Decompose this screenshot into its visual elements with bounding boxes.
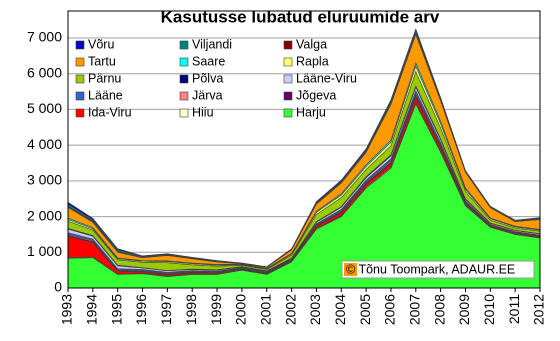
legend-swatch (283, 57, 293, 67)
x-tick-label: 1996 (133, 294, 149, 325)
y-tick-label: 1 000 (27, 243, 62, 259)
legend-label: Rapla (296, 54, 329, 68)
plot-frame (67, 10, 541, 289)
legend-label: Ida-Viru (88, 105, 132, 119)
x-tick-label: 1997 (158, 294, 174, 325)
y-tick-label: 4 000 (27, 136, 62, 152)
legend-swatch (75, 74, 85, 84)
x-tick-label: 1995 (108, 294, 124, 325)
legend-label: Viljandi (192, 37, 232, 51)
legend-swatch (75, 108, 85, 118)
x-tick-label: 2009 (456, 294, 472, 325)
legend-swatch (283, 74, 293, 84)
chart-title: Kasutusse lubatud eluruumide arv (161, 7, 440, 26)
y-tick-label: 6 000 (27, 64, 62, 80)
legend-label: Võru (88, 37, 114, 51)
x-tick-label: 2012 (531, 294, 547, 325)
legend-swatch (179, 74, 189, 84)
y-tick-label: 2 000 (27, 207, 62, 223)
x-tick-label: 2011 (506, 294, 522, 324)
legend-swatch (179, 108, 189, 118)
legend: Võru Viljandi Valga Tartu Saare Rapla Pärnu Põl… (75, 37, 357, 119)
x-tick-label: 1998 (183, 294, 199, 325)
grid (68, 37, 540, 289)
axes: 0 1 000 2 000 3 000 4 000 5 000 6 000 7 000 1993… (27, 10, 547, 325)
x-tick-label: 1999 (208, 294, 224, 325)
x-tick-label: 2002 (282, 294, 298, 325)
y-tick-label: 5 000 (27, 100, 62, 116)
x-tick-label: 2005 (357, 294, 373, 325)
x-tick-label: 1993 (59, 294, 75, 325)
legend-label: Järva (192, 88, 223, 102)
x-tick-label: 2004 (332, 294, 348, 325)
legend-label: Jõgeva (296, 88, 336, 102)
legend-label: Hiiu (192, 105, 214, 119)
legend-swatch (75, 40, 85, 50)
x-tick-label: 2006 (382, 294, 398, 325)
legend-label: Tartu (88, 54, 116, 68)
legend-swatch (75, 91, 85, 101)
y-tick-label: 3 000 (27, 172, 62, 188)
x-tick-label: 2010 (481, 294, 497, 325)
legend-swatch (75, 57, 85, 67)
legend-swatch (179, 57, 189, 67)
legend-label: Põlva (192, 71, 223, 85)
legend-swatch (283, 40, 293, 50)
legend-label: Valga (296, 37, 327, 51)
y-tick-label: 7 000 (27, 29, 62, 45)
annotation-box (341, 260, 535, 279)
y-tick-label: 0 (54, 279, 62, 295)
legend-swatch (179, 40, 189, 50)
legend-swatch (283, 91, 293, 101)
legend-label: Saare (192, 54, 225, 68)
x-tick-label: 2001 (257, 294, 273, 325)
annotation: © Tõnu Toompark, ADAUR.EE (346, 262, 515, 276)
legend-label: Lääne-Viru (296, 71, 357, 85)
x-tick-label: 2003 (307, 294, 323, 325)
x-tick-label: 1994 (84, 294, 100, 325)
legend-swatch (179, 91, 189, 101)
annotation-icon (344, 263, 357, 276)
x-tick-label: 2000 (233, 294, 249, 325)
legend-label: Lääne (88, 88, 123, 102)
legend-label: Pärnu (88, 71, 121, 85)
x-tick-label: 2007 (406, 294, 422, 325)
legend-swatch (283, 108, 293, 118)
x-tick-label: 2008 (431, 294, 447, 325)
legend-label: Harju (296, 105, 326, 119)
